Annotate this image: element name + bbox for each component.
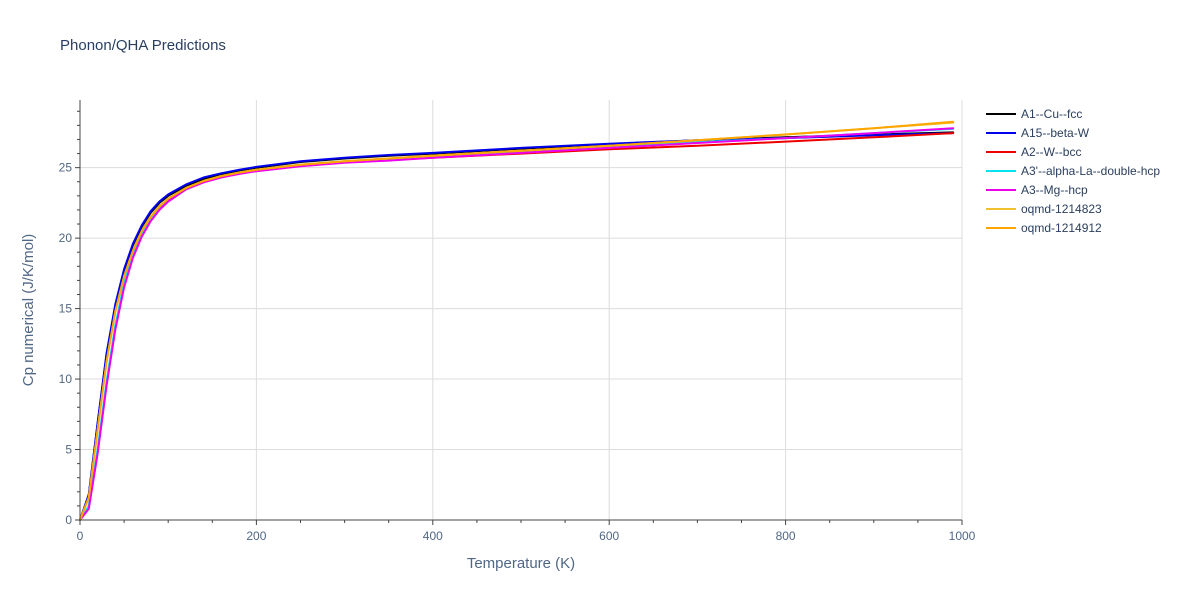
axes-layer: 0 200 400 600 800 1000 0 5 10 15 20 25 <box>59 100 976 543</box>
grid-layer <box>80 100 963 520</box>
legend-label: A15--beta-W <box>1021 126 1090 140</box>
series-line-3 <box>79 132 955 521</box>
series-line-4 <box>79 127 955 521</box>
legend-label: A3'--alpha-La--double-hcp <box>1021 164 1160 178</box>
series-line-5 <box>79 127 955 521</box>
y-tick-label: 10 <box>59 372 73 386</box>
y-axis-title: Cp numerical (J/K/mol) <box>20 234 37 387</box>
series-line-7 <box>79 120 955 521</box>
legend-item[interactable]: A3--Mg--hcp <box>986 183 1088 197</box>
y-tick-label: 5 <box>65 443 72 457</box>
legend-label: oqmd-1214912 <box>1021 221 1102 235</box>
y-tick-label: 0 <box>65 513 72 527</box>
x-tick-label: 0 <box>77 529 84 543</box>
x-tick-label: 600 <box>599 529 619 543</box>
legend-label: oqmd-1214823 <box>1021 202 1102 216</box>
legend-label: A2--W--bcc <box>1021 145 1081 159</box>
legend-item[interactable]: A15--beta-W <box>986 126 1090 140</box>
legend: A1--Cu--fcc A15--beta-W A2--W--bcc A3'--alp… <box>986 107 1160 235</box>
legend-item[interactable]: A1--Cu--fcc <box>986 107 1082 121</box>
y-tick-label: 20 <box>59 231 73 245</box>
legend-label: A1--Cu--fcc <box>1021 107 1082 121</box>
chart-title: Phonon/QHA Predictions <box>60 37 226 54</box>
x-tick-label: 400 <box>423 529 443 543</box>
legend-label: A3--Mg--hcp <box>1021 183 1088 197</box>
x-axis-title: Temperature (K) <box>467 555 575 572</box>
legend-item[interactable]: oqmd-1214912 <box>986 221 1102 235</box>
x-tick-label: 200 <box>246 529 266 543</box>
y-tick-label: 25 <box>59 161 73 175</box>
x-tick-label: 1000 <box>949 529 976 543</box>
y-tick-label: 15 <box>59 302 73 316</box>
legend-item[interactable]: A3'--alpha-La--double-hcp <box>986 164 1160 178</box>
series-layer <box>79 120 955 521</box>
x-tick-label: 800 <box>776 529 796 543</box>
legend-item[interactable]: oqmd-1214823 <box>986 202 1102 216</box>
series-line-6 <box>79 121 955 521</box>
legend-item[interactable]: A2--W--bcc <box>986 145 1081 159</box>
series-line-1 <box>79 131 955 521</box>
series-line-2 <box>79 132 955 521</box>
